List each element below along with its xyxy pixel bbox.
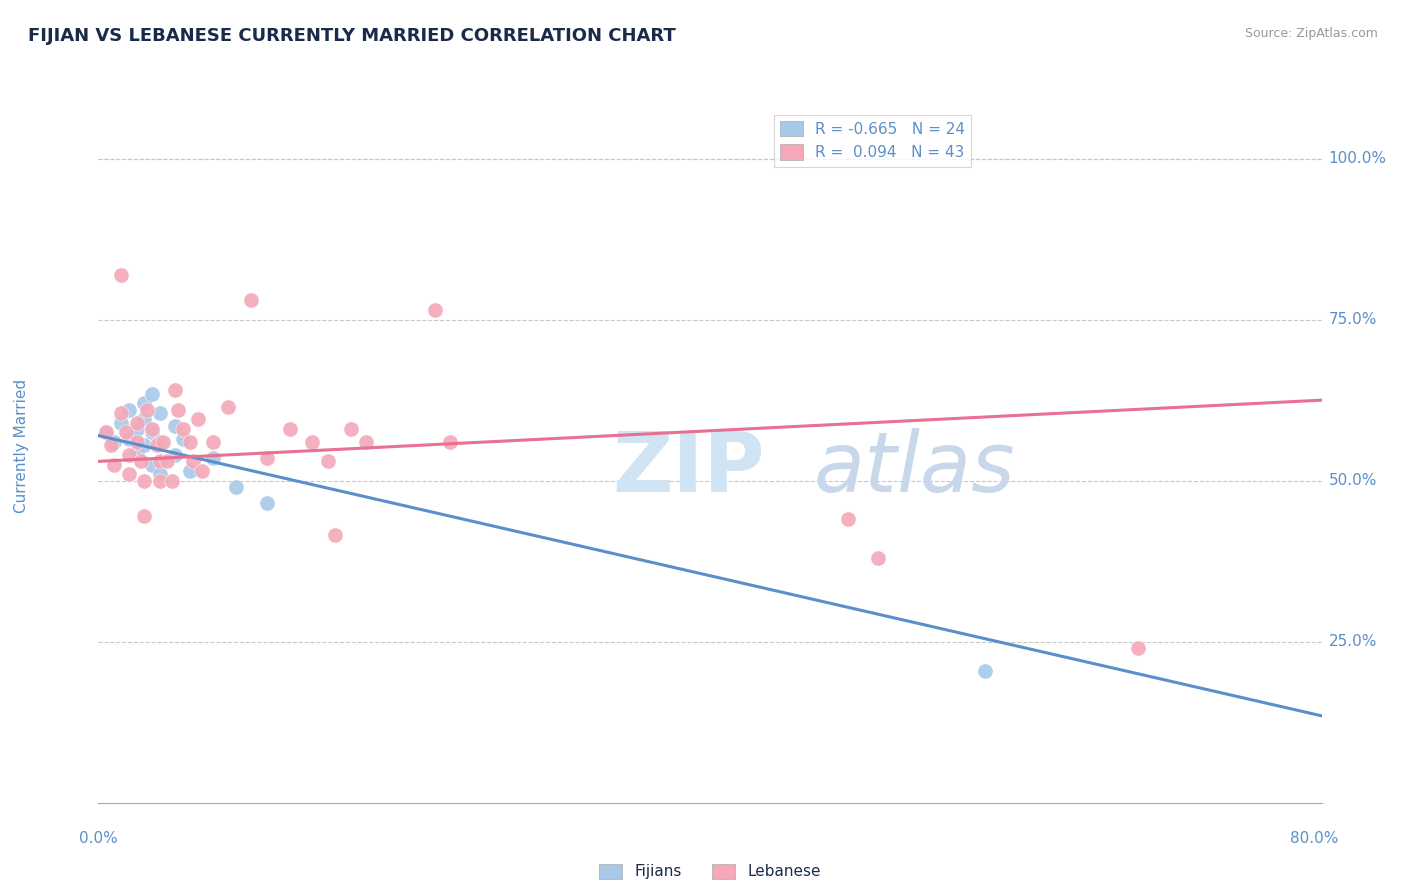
Point: [100, 438, 122, 452]
Point: [167, 402, 190, 417]
Point: [134, 509, 156, 524]
Point: [149, 474, 172, 488]
Point: [217, 400, 239, 414]
Point: [115, 425, 138, 440]
Text: 75.0%: 75.0%: [1329, 312, 1376, 327]
Point: [110, 406, 132, 420]
Point: [152, 435, 174, 450]
Text: ZIP: ZIP: [612, 428, 765, 509]
Point: [163, 448, 186, 462]
Point: [110, 416, 132, 430]
Point: [868, 551, 890, 566]
Text: FIJIAN VS LEBANESE CURRENTLY MARRIED CORRELATION CHART: FIJIAN VS LEBANESE CURRENTLY MARRIED COR…: [28, 27, 676, 45]
Point: [191, 464, 214, 478]
Point: [125, 444, 148, 458]
Legend: R = -0.665   N = 24, R =  0.094   N = 43: R = -0.665 N = 24, R = 0.094 N = 43: [775, 115, 972, 167]
Point: [339, 422, 361, 436]
Point: [202, 451, 225, 466]
Point: [118, 448, 141, 462]
Point: [172, 432, 194, 446]
Point: [125, 435, 148, 450]
Point: [316, 454, 339, 468]
Point: [134, 438, 156, 452]
Point: [149, 454, 172, 468]
Point: [134, 412, 156, 426]
Point: [125, 416, 148, 430]
Point: [301, 435, 323, 450]
Text: 0.0%: 0.0%: [79, 831, 118, 846]
Point: [179, 464, 201, 478]
Point: [94, 425, 117, 440]
Point: [202, 435, 225, 450]
Point: [256, 451, 278, 466]
Point: [187, 412, 209, 426]
Point: [225, 480, 247, 494]
Point: [141, 458, 163, 472]
Point: [134, 396, 156, 410]
Point: [181, 454, 204, 468]
Point: [156, 454, 179, 468]
Text: 100.0%: 100.0%: [1329, 151, 1386, 166]
Point: [256, 496, 278, 510]
Point: [134, 474, 156, 488]
Point: [141, 425, 163, 440]
Point: [141, 386, 163, 401]
Point: [163, 419, 186, 434]
Point: [149, 467, 172, 482]
Point: [94, 425, 117, 440]
Point: [141, 422, 163, 436]
Point: [837, 512, 859, 526]
Point: [136, 402, 159, 417]
Point: [118, 467, 141, 482]
Text: 25.0%: 25.0%: [1329, 634, 1376, 649]
Point: [125, 422, 148, 436]
Text: Source: ZipAtlas.com: Source: ZipAtlas.com: [1244, 27, 1378, 40]
Point: [278, 422, 301, 436]
Point: [325, 528, 347, 542]
Point: [163, 384, 186, 398]
Point: [103, 435, 125, 450]
Text: 50.0%: 50.0%: [1329, 473, 1376, 488]
Point: [1128, 641, 1150, 656]
Point: [160, 474, 183, 488]
Point: [974, 664, 997, 678]
Point: [129, 454, 152, 468]
Point: [149, 406, 172, 420]
Point: [149, 435, 172, 450]
Point: [103, 458, 125, 472]
Text: atlas: atlas: [814, 428, 1015, 509]
Text: 80.0%: 80.0%: [1291, 831, 1339, 846]
Point: [179, 435, 201, 450]
Point: [423, 303, 446, 318]
Point: [118, 432, 141, 446]
Point: [439, 435, 461, 450]
Point: [354, 435, 377, 450]
Point: [172, 422, 194, 436]
Point: [118, 402, 141, 417]
Text: Currently Married: Currently Married: [14, 379, 28, 513]
Point: [145, 438, 167, 452]
Point: [110, 268, 132, 282]
Point: [240, 293, 263, 308]
